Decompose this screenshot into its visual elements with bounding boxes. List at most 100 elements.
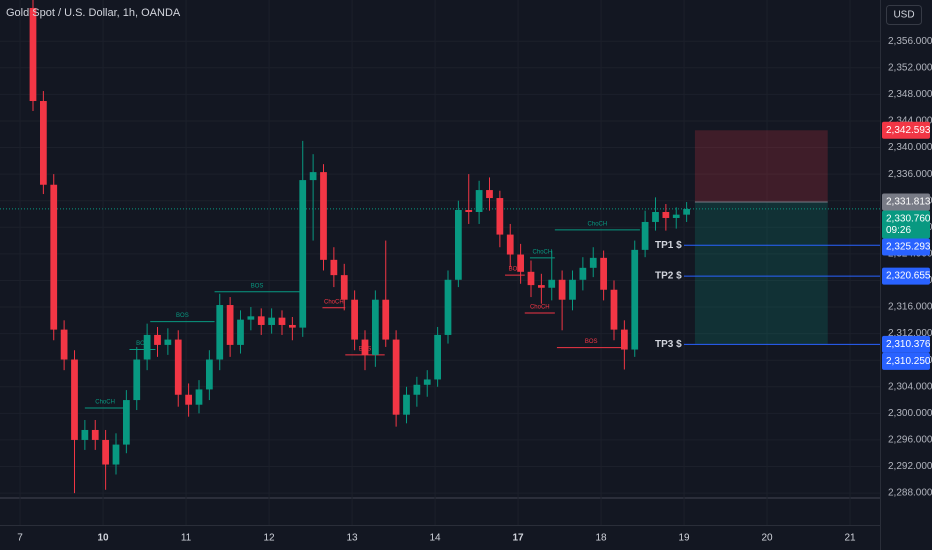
candle-body <box>403 394 410 415</box>
candle-body <box>351 299 358 340</box>
countdown: 09:26 <box>886 225 911 236</box>
candle-body <box>683 208 690 215</box>
candle-body <box>112 444 120 465</box>
candle-body <box>122 400 130 445</box>
candle-body <box>257 316 265 325</box>
price-label: 2,310.376 <box>886 339 931 350</box>
candle-body <box>465 210 473 212</box>
candle-body <box>413 384 421 395</box>
candle-body <box>71 359 78 440</box>
candle-body <box>662 211 670 218</box>
y-tick-label: 2,300.000 <box>888 408 932 419</box>
candle-body <box>641 221 649 250</box>
candle-body <box>299 180 307 328</box>
candle-body <box>102 439 109 465</box>
x-tick-label: 7 <box>17 533 23 544</box>
x-tick-label: 10 <box>97 533 109 544</box>
candle-body <box>444 279 452 335</box>
price-label: 2,330.760 <box>886 214 931 225</box>
candle-body <box>216 305 224 360</box>
target-name: TP3 $ <box>655 339 682 350</box>
target-zone <box>694 201 828 345</box>
y-tick-label: 2,340.000 <box>888 142 932 153</box>
candle-body <box>506 234 514 255</box>
candle-body <box>423 379 431 385</box>
target-name: TP2 $ <box>655 271 682 282</box>
candle-body <box>589 257 597 268</box>
candle-body <box>537 285 545 288</box>
structure-label: BOS <box>509 267 522 273</box>
x-tick-label: 13 <box>346 533 358 544</box>
candle-body <box>496 198 504 235</box>
candle-body <box>81 429 89 440</box>
y-tick-label: 2,292.000 <box>888 461 932 472</box>
candle-body <box>29 7 37 102</box>
y-tick-label: 2,316.000 <box>888 302 932 313</box>
candle-body <box>320 172 327 260</box>
x-tick-label: 17 <box>512 533 524 544</box>
candle-body <box>475 190 483 212</box>
candle-body <box>50 184 58 330</box>
marks: TP1 $ TP2 $ TP3 $ ChoCH BOS BOS BOS ChoCH BOS BOS… <box>0 0 880 494</box>
candle-body <box>226 305 234 345</box>
price-label: 2,342.593 <box>886 125 931 136</box>
candle-body <box>278 317 286 325</box>
structure-label: ChoCH <box>533 249 553 255</box>
price-label: 2,331.813 <box>886 197 931 208</box>
candle-body <box>382 299 390 340</box>
candle-body <box>527 271 535 286</box>
candle-body <box>600 257 607 290</box>
x-tick-label: 19 <box>678 533 690 544</box>
candle-body <box>133 359 141 401</box>
candle-body <box>330 259 338 276</box>
target-name: TP1 $ <box>655 240 682 251</box>
candle-body <box>91 429 99 440</box>
y-tick-label: 2,312.000 <box>888 328 932 339</box>
currency[interactable]: USD <box>893 10 914 21</box>
y-tick-label: 2,352.000 <box>888 62 932 73</box>
x-tick-label: 12 <box>263 533 275 544</box>
candle-body <box>154 334 161 345</box>
price-label: 2,310.250 <box>886 356 931 367</box>
candle-body <box>288 324 296 328</box>
candle-body <box>185 394 192 405</box>
candle-body <box>60 329 68 360</box>
candle-body <box>268 317 275 325</box>
y-tick-label: 2,304.000 <box>888 381 932 392</box>
stop-zone <box>694 130 828 202</box>
candle-body <box>558 279 566 300</box>
structure-label: ChoCH <box>588 222 608 228</box>
x-tick-label: 21 <box>844 533 856 544</box>
candle-body <box>237 319 244 345</box>
x-tick-label: 11 <box>181 533 192 544</box>
y-tick-label: 2,348.000 <box>888 89 932 100</box>
structure-label: BOS <box>136 341 149 347</box>
x-tick-label: 18 <box>595 533 607 544</box>
price-label: 2,325.293 <box>886 242 931 253</box>
candle-body <box>195 389 203 405</box>
price-label-box <box>882 267 930 285</box>
price-label-box <box>882 352 930 370</box>
candle-body <box>247 316 255 320</box>
candle-body <box>371 299 379 355</box>
structure-label: BOS <box>585 339 598 345</box>
y-tick-label: 2,296.000 <box>888 435 932 446</box>
overlay: 2,288.000 2,292.000 2,296.000 2,300.000 2,30… <box>17 36 932 544</box>
candle-body <box>392 339 400 415</box>
chart-title: Gold Spot / U.S. Dollar, 1h, OANDA <box>6 7 181 19</box>
price-label-box <box>882 121 930 139</box>
candle-body <box>579 267 587 280</box>
candle-body <box>143 334 151 360</box>
currency-button[interactable] <box>886 5 922 25</box>
candle-body <box>486 190 493 199</box>
candle-body <box>174 339 182 395</box>
candle-body <box>454 210 462 280</box>
price-label-box <box>882 335 930 353</box>
y-tick-label: 2,336.000 <box>888 169 932 180</box>
candle-body <box>39 101 47 185</box>
candle-body <box>652 211 659 222</box>
structure-label: ChoCH <box>530 305 550 311</box>
price-label-box <box>882 210 930 239</box>
